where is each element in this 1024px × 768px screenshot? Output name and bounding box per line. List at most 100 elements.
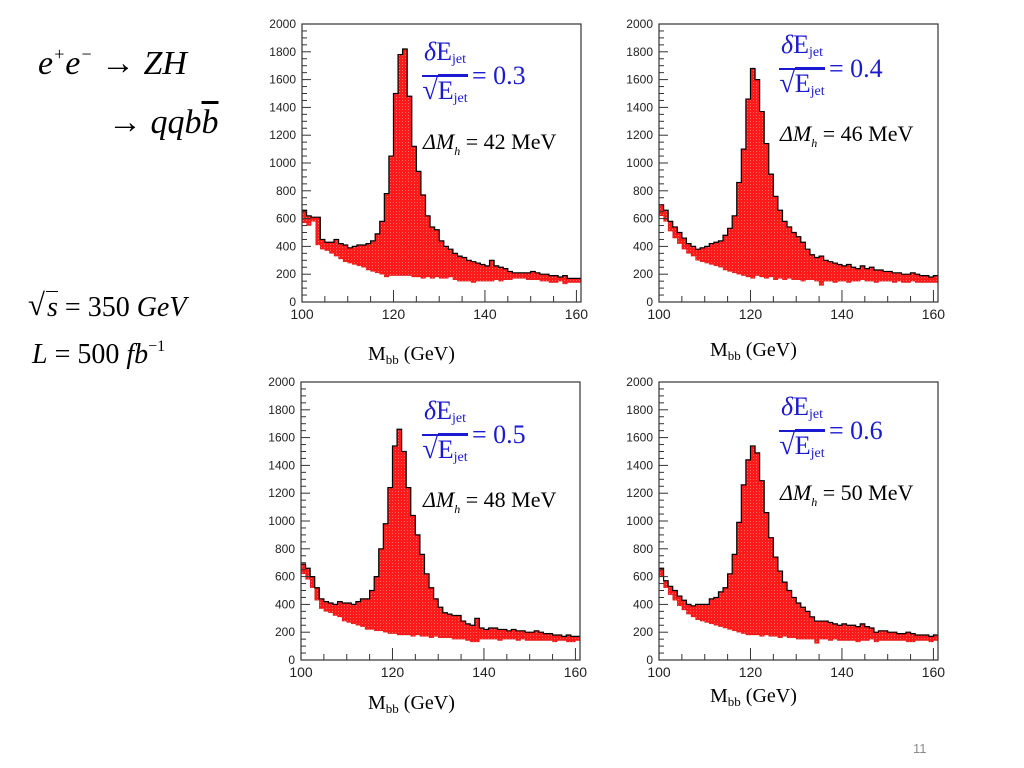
histogram-bin <box>750 445 756 635</box>
histogram-bin <box>736 182 742 275</box>
histogram-bin <box>543 633 548 641</box>
resolution-denominator: √Ejet <box>422 433 468 465</box>
histogram-bin <box>539 274 545 282</box>
histogram-bin <box>860 265 865 280</box>
histogram-bin <box>415 534 420 635</box>
histogram-bin <box>369 590 375 630</box>
histogram-bin <box>379 221 385 275</box>
histogram-bin <box>520 630 526 640</box>
jet-subscript: jet <box>451 411 466 426</box>
resolution-fraction: δEjet √Ejet <box>779 393 825 468</box>
resolution-value: = 0.4 <box>828 53 883 83</box>
resolution-value: = 0.5 <box>471 419 526 449</box>
histogram-bin <box>343 245 348 262</box>
energy-symbol: E <box>437 435 454 464</box>
histogram-bin <box>474 618 480 642</box>
histogram-bin <box>928 276 934 283</box>
resolution-value: = 0.6 <box>828 415 883 445</box>
histogram-lower-edge <box>659 215 938 286</box>
histogram-plot-res-0p4: 0 200 400 600 800 1000 1200 1400 1600 1800 2000 100… <box>626 17 945 322</box>
resolution-fraction: δEjet √Ejet <box>422 38 468 113</box>
histogram-bin <box>398 54 403 276</box>
histogram-bin <box>823 621 829 640</box>
histogram-bin <box>883 271 888 282</box>
histogram-bin <box>511 629 516 640</box>
histogram-bin <box>681 600 687 610</box>
histogram-bin <box>452 253 458 280</box>
histogram-bin <box>342 603 347 622</box>
s-symbol: s <box>47 292 58 323</box>
histogram-bin <box>301 564 306 574</box>
histogram-bin <box>393 93 399 276</box>
jet-subscript: jet <box>453 91 468 106</box>
x-tick-label: 140 <box>472 664 496 680</box>
histogram-bin <box>691 246 696 257</box>
y-tick-label: 1400 <box>626 100 653 114</box>
histogram-bin <box>534 630 539 641</box>
histogram-bin <box>727 573 733 630</box>
histogram-bin <box>905 274 911 283</box>
electron-charge: − <box>80 44 93 64</box>
mass-resolution-value: = 46 MeV <box>822 121 914 146</box>
histogram-bin <box>503 268 508 280</box>
x-tick-label: 120 <box>382 306 406 322</box>
process-formula-line1: e+e− → ZH <box>38 44 187 83</box>
histogram-bin <box>896 272 902 282</box>
histogram-bin <box>562 275 568 284</box>
histogram-bin <box>305 568 311 580</box>
x-tick-label: 140 <box>830 306 854 322</box>
histogram-bin <box>704 604 710 623</box>
histogram-bin <box>498 267 504 282</box>
histogram-bin <box>933 634 938 641</box>
resolution-fraction: δEjet √Ejet <box>422 397 468 472</box>
y-tick-label: 200 <box>633 267 653 281</box>
x-tick-label: 100 <box>647 664 671 680</box>
y-tick-label: 1000 <box>626 514 653 528</box>
sqrt-icon: s <box>28 288 58 324</box>
x-tick-label: 100 <box>647 306 671 322</box>
x-axis-label-main: M <box>710 339 728 361</box>
y-tick-label: 1200 <box>268 486 295 500</box>
mass-resolution-plot1: ΔMh = 46 MeV <box>780 121 913 151</box>
resolution-denominator: √Ejet <box>779 429 825 461</box>
lumi-symbol: L <box>32 339 48 370</box>
histogram-bin <box>677 596 682 606</box>
mass-resolution-plot3: ΔMh = 50 MeV <box>780 480 913 510</box>
x-tick-label: 120 <box>381 664 405 680</box>
jet-subscript: jet <box>810 446 825 461</box>
histogram-bin <box>544 274 549 282</box>
delta-m-symbol: ΔM <box>780 121 812 146</box>
histogram-bin <box>809 616 815 640</box>
positron-charge: + <box>53 44 66 64</box>
histogram-bin <box>736 522 742 633</box>
histogram-bin <box>846 625 852 641</box>
histogram-bin <box>768 174 774 277</box>
histogram-bin <box>502 629 507 640</box>
histogram-bin <box>320 239 325 250</box>
histogram-bin <box>905 632 911 642</box>
histogram-bin <box>346 603 352 623</box>
histogram-bin <box>323 601 329 612</box>
y-tick-label: 1600 <box>626 73 653 87</box>
histogram-bin <box>878 270 884 282</box>
histogram-bin <box>529 632 535 641</box>
y-tick-label: 800 <box>276 184 296 198</box>
histogram-bin <box>873 270 879 283</box>
y-tick-label: 200 <box>633 625 653 639</box>
histogram-bin <box>407 96 412 276</box>
lumi-unit: fb <box>126 339 149 370</box>
histogram-bin <box>388 156 394 276</box>
histogram-bin <box>375 233 380 273</box>
histogram-bin <box>538 632 544 641</box>
histogram-bin <box>324 242 330 251</box>
resolution-numerator: δEjet <box>779 31 825 70</box>
h-subscript: h <box>811 136 818 150</box>
y-tick-label: 1400 <box>269 100 296 114</box>
y-tick-label: 1200 <box>626 486 653 500</box>
histogram-bin <box>837 625 842 641</box>
histogram-bin <box>677 232 682 244</box>
histogram-bin <box>337 601 343 617</box>
histogram-bin <box>663 580 669 588</box>
bbar-symbol: b <box>201 104 219 141</box>
histogram-bin <box>782 221 788 280</box>
